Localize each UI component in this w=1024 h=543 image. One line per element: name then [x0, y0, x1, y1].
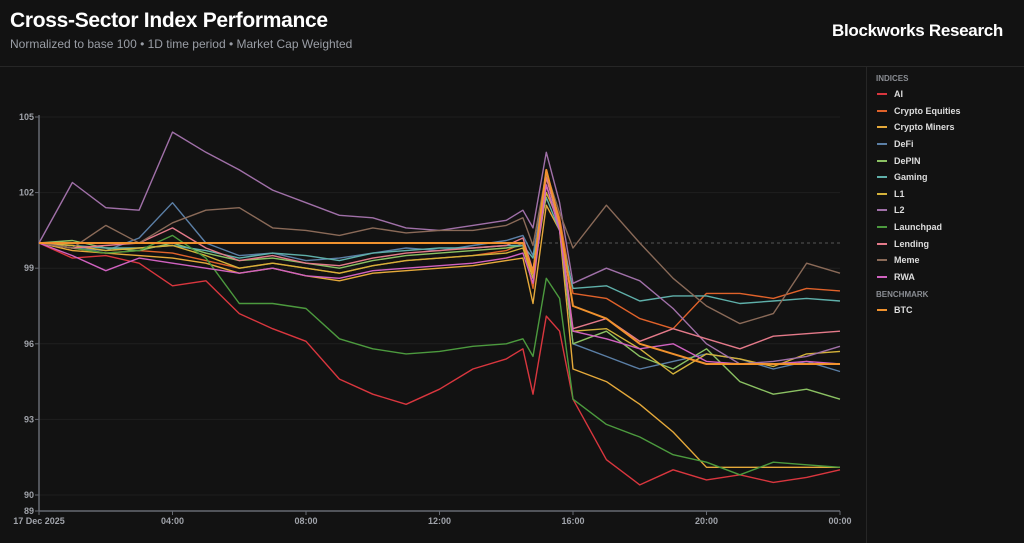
- y-tick-label: 105: [19, 112, 34, 122]
- legend-item-defi[interactable]: DeFi: [877, 136, 1024, 153]
- legend-heading-indices: INDICES: [876, 74, 909, 83]
- legend: INDICES AI Crypto Equities Crypto Miners De…: [866, 67, 1024, 543]
- series-line-ai: [38, 242, 841, 486]
- legend-item-l1[interactable]: L1: [877, 186, 1024, 203]
- legend-label: L1: [894, 188, 905, 199]
- x-tick-label: 17 Dec 2025: [13, 516, 65, 526]
- legend-item-rwa[interactable]: RWA: [877, 269, 1024, 286]
- x-tick-label: 08:00: [294, 516, 317, 526]
- legend-label: AI: [894, 89, 903, 100]
- legend-item-launchpad[interactable]: Launchpad: [877, 219, 1024, 236]
- legend-item-meme[interactable]: Meme: [877, 252, 1024, 269]
- legend-swatch: [877, 309, 887, 312]
- x-tick-label: 20:00: [695, 516, 718, 526]
- x-tick-label: 16:00: [561, 516, 584, 526]
- legend-swatch: [877, 192, 887, 195]
- legend-swatch: [877, 143, 887, 146]
- page-subtitle: Normalized to base 100 • 1D time period …: [10, 37, 353, 51]
- y-tick-label: 102: [19, 188, 34, 198]
- legend-label: L2: [894, 205, 905, 216]
- legend-label: Crypto Miners: [894, 122, 955, 133]
- legend-item-crypto-miners[interactable]: Crypto Miners: [877, 119, 1024, 136]
- legend-swatch: [877, 242, 887, 245]
- series-line-l1: [38, 191, 841, 375]
- legend-item-btc[interactable]: BTC: [877, 302, 1024, 319]
- x-tick-label: 04:00: [161, 516, 184, 526]
- legend-label: Gaming: [894, 172, 928, 183]
- legend-item-lending[interactable]: Lending: [877, 235, 1024, 252]
- legend-label: BTC: [894, 305, 913, 316]
- legend-label: Meme: [894, 255, 920, 266]
- legend-swatch: [877, 126, 887, 129]
- legend-label: DeFi: [894, 139, 914, 150]
- legend-item-gaming[interactable]: Gaming: [877, 169, 1024, 186]
- legend-swatch: [877, 159, 887, 162]
- x-tick-label: 00:00: [828, 516, 851, 526]
- series-line-crypto-miners: [38, 204, 840, 468]
- series-line-crypto-equities: [38, 176, 841, 330]
- series-line-lending: [38, 176, 841, 350]
- y-tick-label: 93: [24, 414, 34, 424]
- header: Cross-Sector Index Performance Normalize…: [0, 0, 1024, 67]
- series-line-defi: [38, 174, 841, 373]
- legend-label: Crypto Equities: [894, 105, 961, 116]
- legend-heading-benchmark: BENCHMARK: [876, 290, 929, 300]
- series-line-l2: [38, 131, 841, 365]
- series-line-launchpad: [38, 234, 841, 476]
- series-line-rwa: [38, 184, 841, 365]
- legend-label: Lending: [894, 238, 929, 249]
- legend-item-ai[interactable]: AI: [877, 86, 1024, 103]
- legend-item-depin[interactable]: DePIN: [877, 152, 1024, 169]
- legend-swatch: [877, 109, 887, 112]
- legend-label: RWA: [894, 271, 915, 282]
- page-title: Cross-Sector Index Performance: [10, 9, 328, 32]
- legend-swatch: [877, 209, 887, 212]
- legend-label: Launchpad: [894, 222, 943, 233]
- y-tick-label: 90: [24, 490, 34, 500]
- legend-swatch: [877, 226, 887, 229]
- legend-label: DePIN: [894, 155, 921, 166]
- legend-item-crypto-equities[interactable]: Crypto Equities: [877, 103, 1024, 120]
- legend-item-l2[interactable]: L2: [877, 202, 1024, 219]
- series-line-meme: [38, 171, 841, 325]
- brand-logo: Blockworks Research: [832, 21, 1003, 40]
- legend-swatch: [877, 275, 887, 278]
- y-tick-label: 89: [24, 506, 34, 516]
- legend-swatch: [877, 93, 887, 96]
- y-tick-label: 99: [24, 263, 34, 273]
- legend-swatch: [877, 176, 887, 179]
- x-tick-label: 12:00: [428, 516, 451, 526]
- legend-swatch: [877, 259, 887, 262]
- series-line-btc: [39, 168, 840, 365]
- y-tick-label: 96: [24, 339, 34, 349]
